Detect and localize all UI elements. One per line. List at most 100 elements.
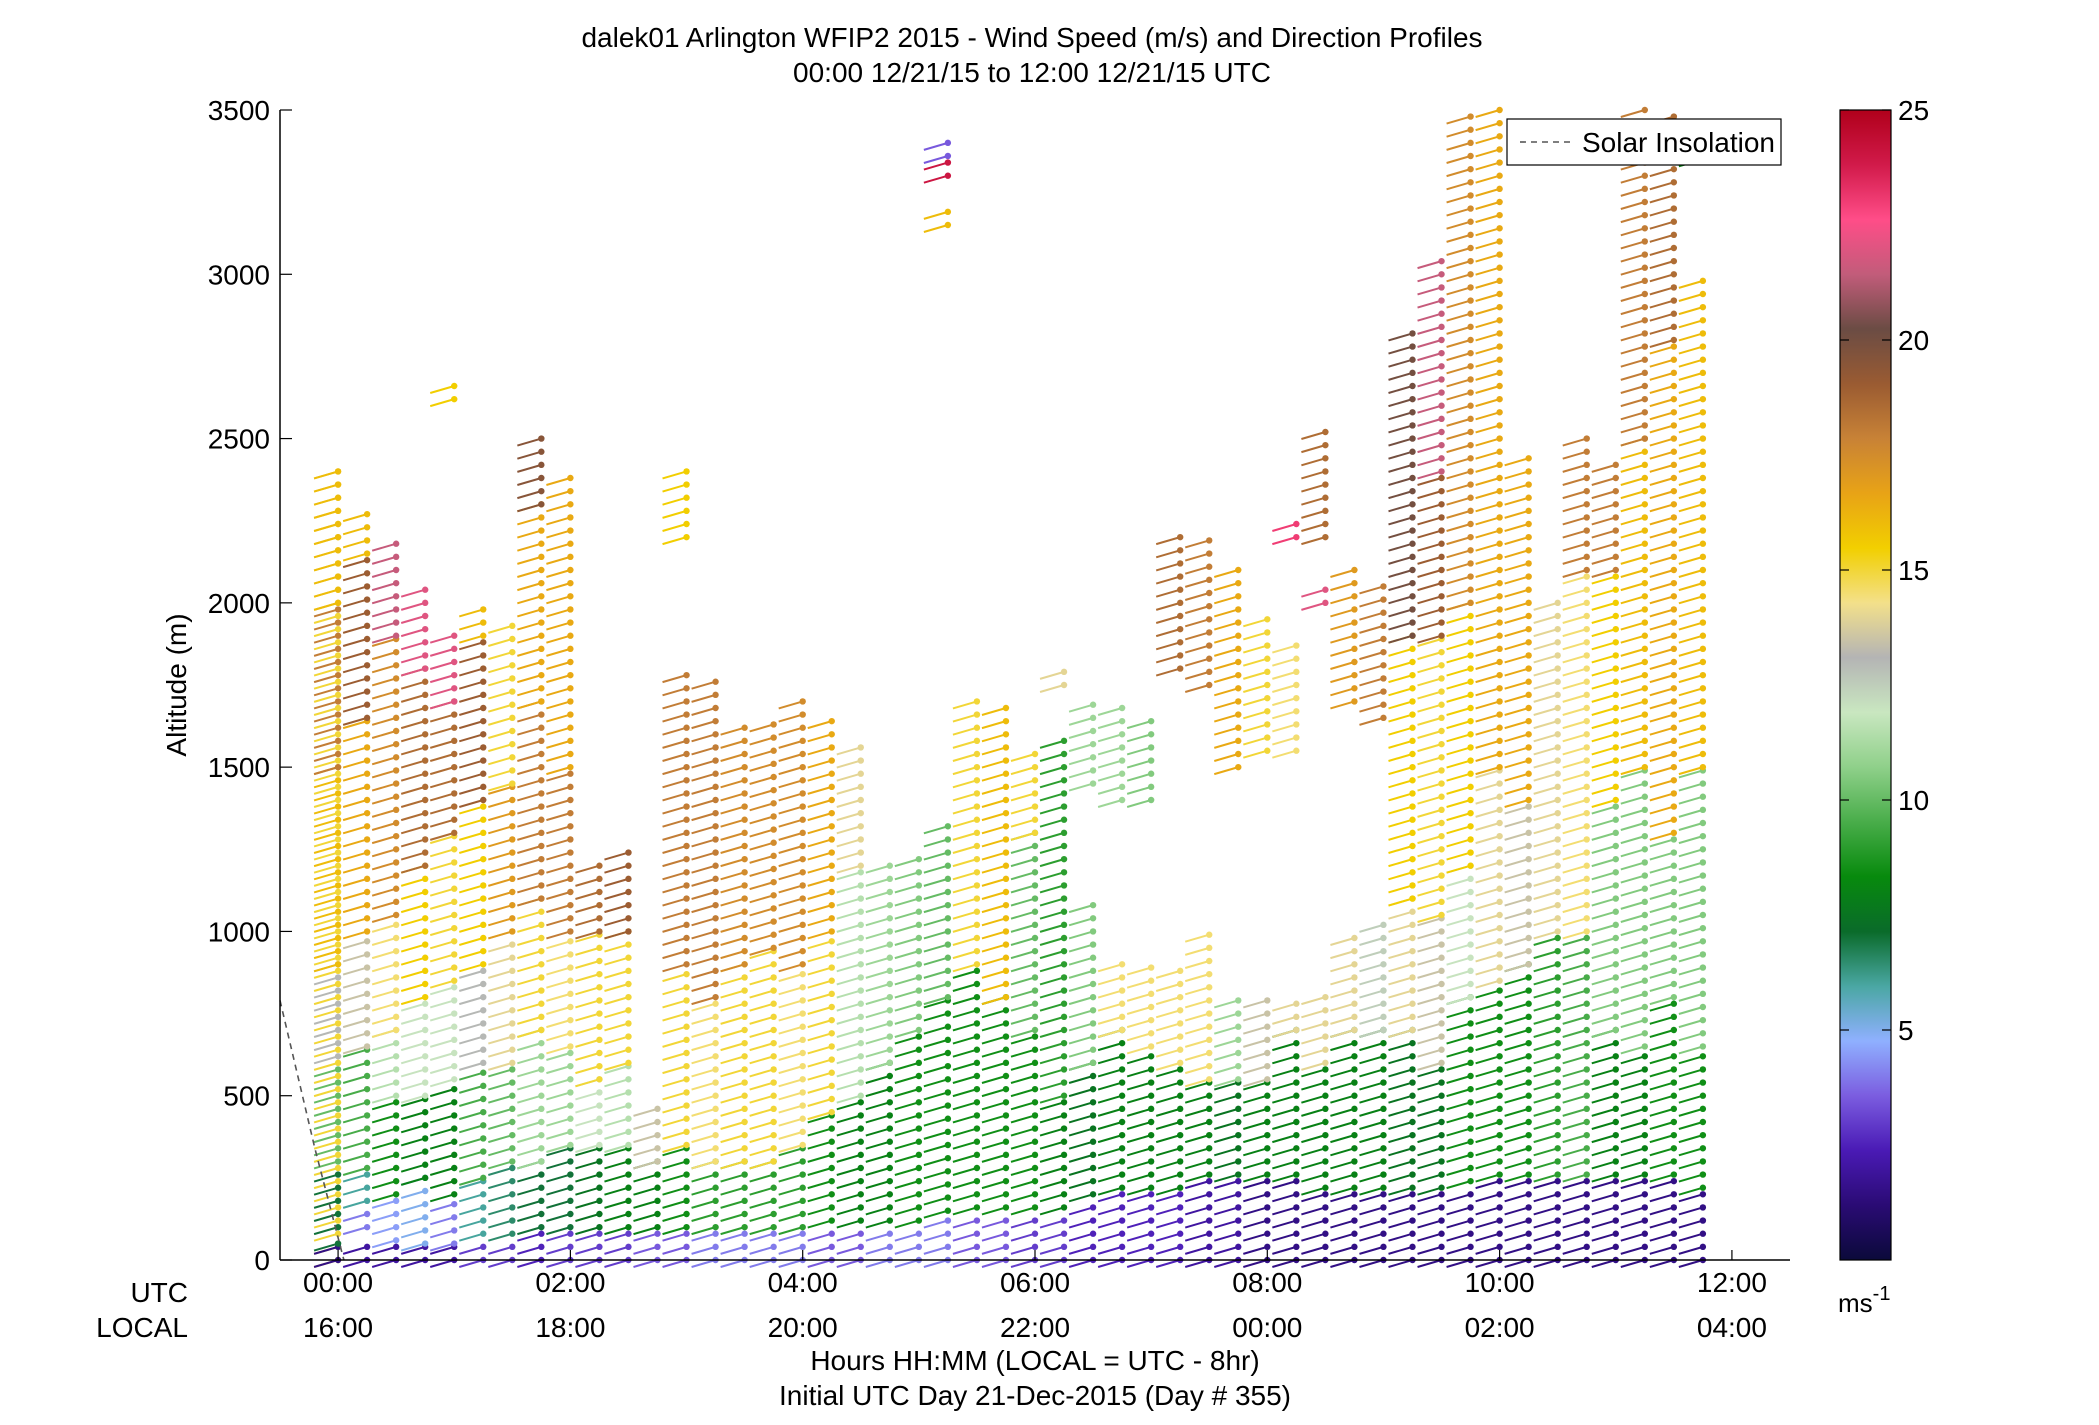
wind-barb bbox=[342, 550, 371, 562]
wind-barb bbox=[575, 1128, 603, 1140]
wind-barb bbox=[604, 967, 632, 979]
wind-barb bbox=[807, 875, 835, 887]
wind-barb bbox=[720, 921, 748, 933]
wind-barb bbox=[371, 961, 400, 973]
wind-barb bbox=[604, 888, 632, 900]
wind-barb bbox=[865, 888, 894, 900]
wind-barb bbox=[313, 1059, 342, 1071]
wind-barb bbox=[807, 731, 835, 743]
wind-barb bbox=[836, 1125, 864, 1137]
wind-barb bbox=[807, 1191, 835, 1203]
wind-barb bbox=[662, 882, 690, 894]
wind-barb bbox=[313, 783, 342, 795]
wind-barb bbox=[342, 1099, 371, 1111]
wind-barb bbox=[488, 967, 516, 979]
wind-barb bbox=[517, 1131, 545, 1144]
wind-barb bbox=[458, 803, 487, 815]
wind-barb bbox=[313, 1151, 342, 1163]
wind-barb bbox=[836, 783, 864, 795]
wind-barb bbox=[313, 1020, 342, 1032]
wind-barb bbox=[342, 990, 371, 1002]
y-axis-label: Altitude (m) bbox=[161, 613, 192, 756]
wind-barb bbox=[836, 757, 864, 769]
wind-barb bbox=[691, 967, 719, 979]
wind-barb bbox=[517, 1066, 545, 1078]
wind-barb bbox=[604, 901, 632, 914]
wind-barb bbox=[720, 1039, 748, 1052]
wind-barb bbox=[836, 869, 864, 881]
wind-barb bbox=[633, 1171, 661, 1183]
wind-barb bbox=[429, 698, 458, 710]
wind-barb bbox=[720, 1145, 748, 1157]
wind-barb bbox=[342, 849, 371, 861]
wind-barb bbox=[662, 698, 690, 710]
wind-barb bbox=[546, 527, 574, 539]
wind-barb bbox=[371, 898, 400, 910]
wind-barb bbox=[342, 915, 371, 927]
wind-barb bbox=[836, 796, 864, 808]
wind-barb bbox=[400, 980, 429, 992]
wind-barb bbox=[691, 1131, 719, 1144]
wind-barb bbox=[575, 1243, 603, 1255]
wind-barb bbox=[342, 622, 371, 634]
wind-barb bbox=[575, 901, 603, 914]
wind-barb bbox=[313, 658, 342, 670]
wind-barb bbox=[488, 862, 516, 874]
wind-barb bbox=[807, 796, 835, 808]
wind-barb bbox=[371, 662, 400, 674]
wind-barb bbox=[488, 888, 516, 900]
chart-title: dalek01 Arlington WFIP2 2015 - Wind Spee… bbox=[581, 22, 1482, 53]
wind-barb bbox=[662, 1128, 690, 1140]
wind-barb bbox=[342, 977, 371, 989]
wind-barb bbox=[517, 947, 545, 960]
wind-barb bbox=[488, 1243, 516, 1255]
wind-barb bbox=[691, 1118, 719, 1130]
wind-barb bbox=[429, 1214, 458, 1226]
wind-barb bbox=[778, 803, 806, 815]
wind-barb bbox=[749, 721, 777, 733]
wind-barb bbox=[342, 744, 371, 756]
wind-barb bbox=[836, 1013, 864, 1025]
colorbar-tick-label: 25 bbox=[1898, 95, 1929, 126]
wind-barb bbox=[313, 685, 342, 697]
wind-barb bbox=[778, 895, 806, 907]
wind-barb bbox=[604, 928, 632, 940]
wind-barb bbox=[458, 1217, 487, 1229]
wind-barb bbox=[662, 947, 690, 960]
wind-barb bbox=[517, 895, 545, 907]
wind-barb bbox=[836, 987, 864, 999]
wind-barb bbox=[400, 796, 429, 808]
wind-barb bbox=[778, 1023, 806, 1035]
wind-barb bbox=[691, 1171, 719, 1183]
wind-barb bbox=[894, 1013, 923, 1025]
wind-barb bbox=[313, 908, 342, 920]
wind-barb bbox=[517, 593, 545, 605]
wind-barb bbox=[749, 944, 777, 956]
wind-barb bbox=[778, 777, 806, 789]
wind-barb bbox=[546, 862, 574, 874]
wind-barb bbox=[662, 908, 690, 920]
wind-barb bbox=[313, 1013, 342, 1025]
wind-barb bbox=[662, 869, 690, 881]
wind-barb bbox=[458, 678, 487, 690]
wind-barb bbox=[429, 872, 458, 884]
wind-barb bbox=[400, 954, 429, 966]
wind-barb bbox=[517, 934, 545, 946]
wind-barb bbox=[371, 1210, 400, 1222]
wind-barb bbox=[371, 566, 400, 578]
wind-barb bbox=[488, 1158, 516, 1170]
wind-barb bbox=[342, 635, 371, 647]
wind-barb bbox=[575, 944, 603, 956]
wind-barb bbox=[371, 688, 400, 700]
wind-barb bbox=[458, 895, 487, 907]
wind-barb bbox=[313, 606, 342, 618]
wind-barb bbox=[458, 1161, 487, 1173]
wind-barb bbox=[342, 951, 371, 963]
wind-barb bbox=[313, 494, 342, 506]
wind-barb bbox=[836, 862, 864, 874]
wind-barb bbox=[691, 731, 719, 743]
wind-barb bbox=[720, 1079, 748, 1091]
wind-barb bbox=[458, 665, 487, 677]
wind-barb bbox=[342, 888, 371, 900]
wind-barb bbox=[778, 1243, 806, 1255]
